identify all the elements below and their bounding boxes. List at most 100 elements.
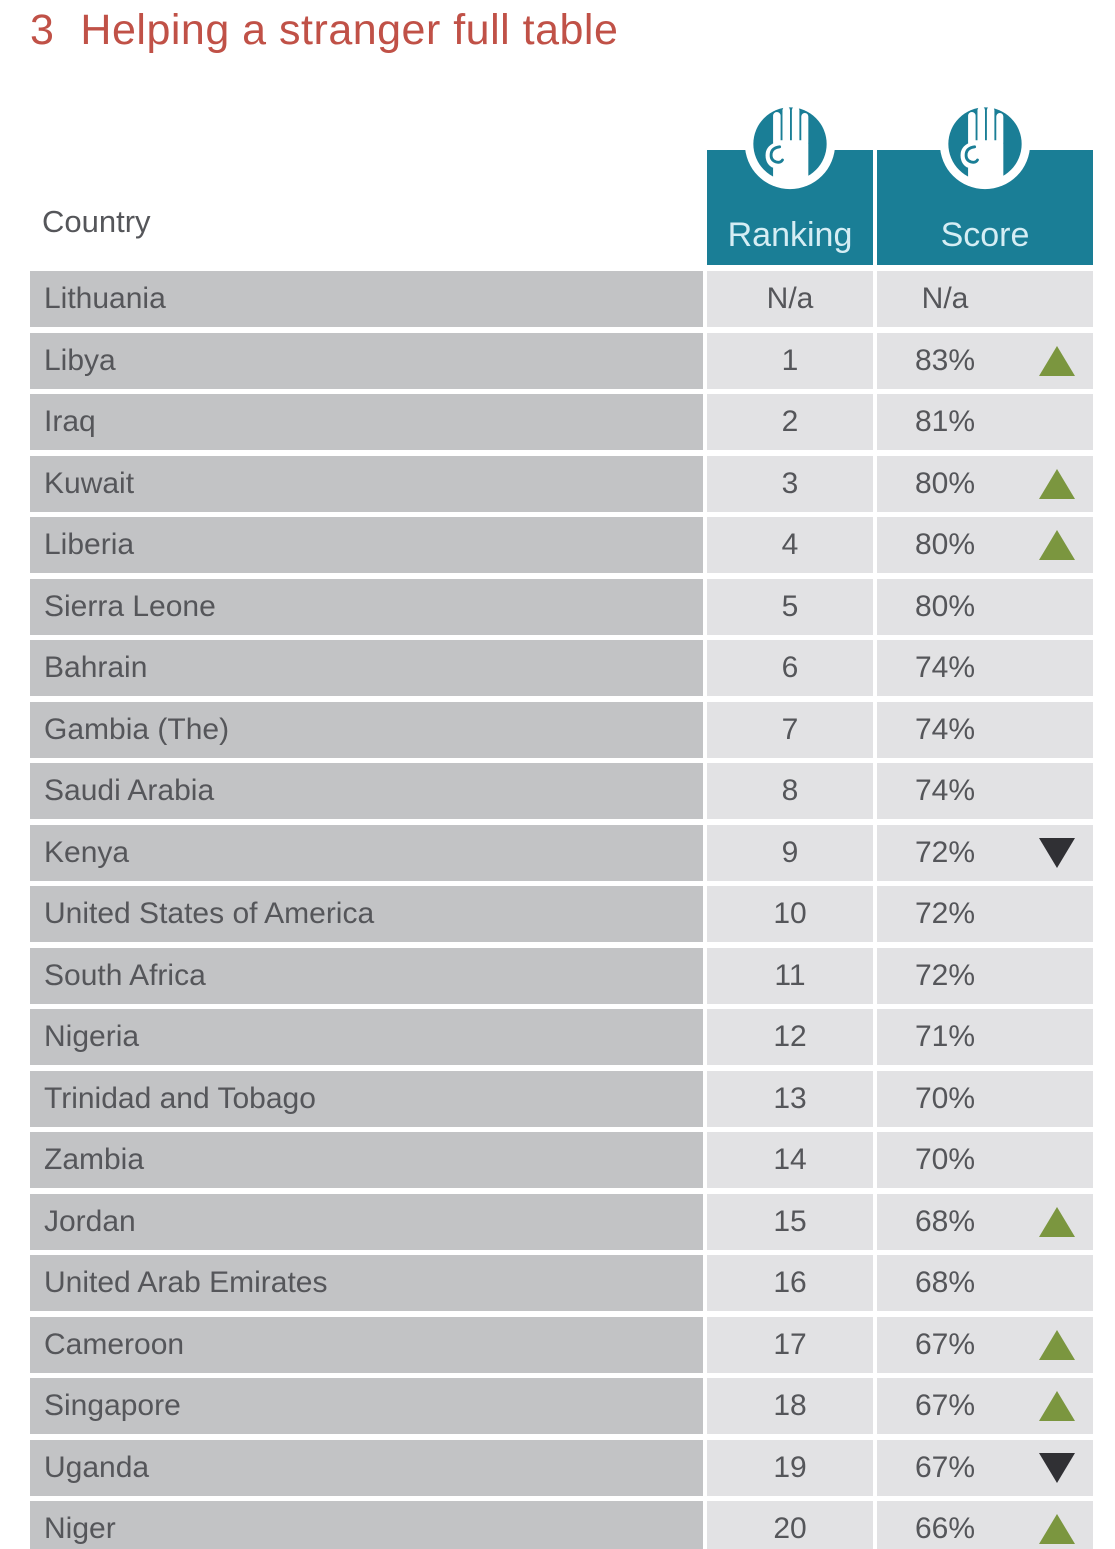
- ranking-header-label: Ranking: [727, 216, 853, 254]
- table-row: Lithuania N/a N/a: [30, 271, 1093, 327]
- up-triangle-icon: [1039, 1514, 1075, 1544]
- country-cell: South Africa: [30, 947, 703, 1004]
- country-cell: Singapore: [30, 1378, 703, 1434]
- table-row: Nigeria 12 71%: [30, 1009, 1093, 1065]
- country-cell: Lithuania: [30, 271, 703, 327]
- score-value: 81%: [914, 405, 976, 438]
- score-cell: 80%: [877, 517, 1093, 573]
- score-value: 74%: [914, 651, 976, 684]
- ranking-cell: 10: [707, 886, 873, 942]
- score-cell: 80%: [877, 578, 1093, 635]
- table-row: South Africa 11 72%: [30, 947, 1093, 1004]
- table-row: Cameroon 17 67%: [30, 1316, 1093, 1373]
- ranking-cell: 19: [707, 1439, 873, 1496]
- score-value: 80%: [914, 466, 976, 500]
- ranking-cell: 11: [707, 947, 873, 1004]
- score-cell: 72%: [877, 947, 1093, 1004]
- country-cell: Bahrain: [30, 640, 703, 696]
- score-cell: N/a: [877, 271, 1093, 327]
- country-cell: Sierra Leone: [30, 578, 703, 635]
- down-triangle-icon: [1039, 1452, 1075, 1483]
- table-row: Uganda 19 67%: [30, 1439, 1093, 1496]
- ranking-cell: 18: [707, 1378, 873, 1434]
- score-value: 70%: [914, 1143, 976, 1176]
- page-title: 3 Helping a stranger full table: [30, 6, 618, 55]
- country-cell: Liberia: [30, 517, 703, 573]
- ranking-cell: 17: [707, 1316, 873, 1373]
- score-cell: 67%: [877, 1316, 1093, 1373]
- score-cell: 68%: [877, 1255, 1093, 1311]
- score-value: 71%: [914, 1020, 976, 1053]
- ranking-cell: 7: [707, 701, 873, 758]
- score-cell: 74%: [877, 763, 1093, 819]
- score-cell: 70%: [877, 1070, 1093, 1127]
- table-row: Bahrain 6 74%: [30, 640, 1093, 696]
- ranking-cell: 20: [707, 1501, 873, 1549]
- country-cell: Libya: [30, 332, 703, 389]
- score-value: 68%: [914, 1204, 976, 1238]
- score-cell: 74%: [877, 701, 1093, 758]
- country-cell: Jordan: [30, 1193, 703, 1250]
- country-cell: Iraq: [30, 394, 703, 450]
- country-cell: Kenya: [30, 824, 703, 881]
- score-column-header: Score: [877, 150, 1093, 265]
- table-row: Singapore 18 67%: [30, 1378, 1093, 1434]
- table-row: United States of America 10 72%: [30, 886, 1093, 942]
- up-triangle-icon: [1039, 345, 1075, 376]
- country-cell: Kuwait: [30, 455, 703, 512]
- score-cell: 67%: [877, 1439, 1093, 1496]
- ranking-cell: 9: [707, 824, 873, 881]
- score-cell: 70%: [877, 1132, 1093, 1188]
- ranking-cell: 8: [707, 763, 873, 819]
- ranking-cell: 4: [707, 517, 873, 573]
- table-row: Niger 20 66%: [30, 1501, 1093, 1549]
- table-row: Saudi Arabia 8 74%: [30, 763, 1093, 819]
- title-text: Helping a stranger full table: [80, 6, 619, 54]
- country-cell: Niger: [30, 1501, 703, 1549]
- score-value: 80%: [914, 589, 976, 623]
- score-value: 68%: [914, 1266, 976, 1299]
- score-cell: 71%: [877, 1009, 1093, 1065]
- up-triangle-icon: [1039, 1329, 1075, 1360]
- country-cell: Uganda: [30, 1439, 703, 1496]
- country-cell: Gambia (The): [30, 701, 703, 758]
- score-header-label: Score: [940, 216, 1030, 254]
- table-row: Zambia 14 70%: [30, 1132, 1093, 1188]
- ranking-cell: N/a: [707, 271, 873, 327]
- score-cell: 72%: [877, 886, 1093, 942]
- score-cell: 83%: [877, 332, 1093, 389]
- table-row: Trinidad and Tobago 13 70%: [30, 1070, 1093, 1127]
- ranking-cell: 2: [707, 394, 873, 450]
- ranking-cell: 5: [707, 578, 873, 635]
- up-triangle-icon: [1039, 530, 1075, 560]
- table-row: Iraq 2 81%: [30, 394, 1093, 450]
- score-value: 66%: [914, 1512, 976, 1545]
- score-cell: 66%: [877, 1501, 1093, 1549]
- ranking-cell: 14: [707, 1132, 873, 1188]
- ranking-cell: 3: [707, 455, 873, 512]
- ranking-cell: 15: [707, 1193, 873, 1250]
- table-body: Lithuania N/a N/a Libya 1 83% Iraq 2 81%: [30, 271, 1093, 1549]
- score-cell: 80%: [877, 455, 1093, 512]
- score-cell: 72%: [877, 824, 1093, 881]
- country-cell: Zambia: [30, 1132, 703, 1188]
- ranking-cell: 13: [707, 1070, 873, 1127]
- table-row: Kuwait 3 80%: [30, 455, 1093, 512]
- country-cell: Cameroon: [30, 1316, 703, 1373]
- score-value: 70%: [914, 1081, 976, 1115]
- table-row: Kenya 9 72%: [30, 824, 1093, 881]
- score-value: N/a: [921, 282, 969, 315]
- country-cell: Saudi Arabia: [30, 763, 703, 819]
- score-value: 80%: [914, 528, 976, 561]
- helping-hand-icon: [938, 97, 1032, 191]
- score-value: 74%: [914, 712, 976, 746]
- score-cell: 81%: [877, 394, 1093, 450]
- ranking-cell: 16: [707, 1255, 873, 1311]
- score-value: 72%: [914, 958, 976, 992]
- score-value: 67%: [914, 1450, 976, 1484]
- country-cell: United Arab Emirates: [30, 1255, 703, 1311]
- ranking-cell: 1: [707, 332, 873, 389]
- ranking-cell: 12: [707, 1009, 873, 1065]
- score-value: 74%: [914, 774, 976, 807]
- ranking-cell: 6: [707, 640, 873, 696]
